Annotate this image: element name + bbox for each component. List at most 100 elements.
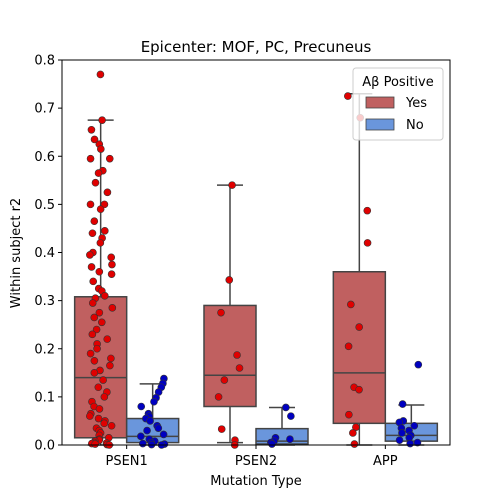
legend-label-no: No [406, 118, 424, 133]
legend-swatch-no [365, 118, 395, 131]
data-point [108, 304, 117, 312]
data-point [108, 260, 116, 269]
y-tick-label: 0.8 [34, 54, 55, 69]
data-point [214, 393, 223, 401]
data-point [90, 135, 99, 144]
data-point [100, 419, 108, 428]
data-point [355, 385, 363, 394]
data-point [88, 330, 97, 339]
data-point [99, 376, 107, 384]
y-tick-label: 0.2 [34, 342, 55, 357]
data-point [86, 349, 95, 358]
data-point [91, 440, 99, 448]
data-point [95, 308, 104, 317]
data-point [146, 417, 154, 425]
data-point [150, 397, 158, 406]
data-point [94, 383, 103, 392]
data-point [107, 421, 116, 430]
data-point [90, 313, 99, 322]
data-point [344, 92, 352, 100]
data-point [86, 251, 94, 259]
x-axis-label: Mutation Type [210, 474, 301, 489]
data-point [398, 400, 407, 408]
data-point [100, 227, 109, 235]
data-point [413, 438, 422, 447]
data-point [363, 206, 372, 215]
data-point [235, 364, 244, 372]
data-point [91, 178, 100, 187]
data-point [90, 217, 99, 226]
legend: Aβ Positive Yes No [352, 67, 444, 141]
data-point [398, 429, 406, 437]
legend-label-yes: Yes [405, 96, 427, 111]
data-point [350, 440, 359, 448]
data-point [96, 239, 105, 247]
data-point [220, 376, 229, 384]
plot-layer [73, 70, 439, 449]
data-point [107, 270, 116, 278]
data-point [105, 154, 114, 163]
data-point [106, 361, 114, 370]
data-point [96, 70, 105, 79]
x-tick-label: PSEN2 [235, 454, 277, 469]
data-point [88, 299, 97, 307]
data-point [88, 229, 97, 238]
data-point [90, 356, 99, 365]
data-point [395, 436, 404, 444]
data-point [90, 369, 99, 377]
data-point [103, 335, 112, 343]
data-point [228, 181, 236, 189]
data-point [414, 360, 423, 369]
data-point [95, 405, 104, 413]
data-point [94, 414, 103, 423]
data-point [355, 323, 363, 331]
legend-title: Aβ Positive [362, 75, 433, 90]
data-point [96, 205, 105, 213]
data-point [287, 412, 295, 420]
data-point [143, 426, 151, 435]
data-point [286, 435, 294, 444]
data-point [406, 439, 414, 448]
y-tick-label: 0.1 [34, 390, 55, 405]
y-tick-label: 0.3 [34, 294, 55, 309]
y-tick-label: 0.4 [34, 246, 55, 261]
chart-title: Epicenter: MOF, PC, Precuneus [141, 38, 372, 56]
data-point [225, 276, 234, 284]
data-point [92, 325, 101, 334]
points-psen2-yes [214, 181, 244, 449]
points-psen2-no [267, 403, 295, 448]
data-point [217, 425, 226, 433]
data-point [154, 424, 163, 432]
legend-swatch-yes [365, 96, 395, 109]
axis-layer: PSEN1 PSEN2 APP 0.0 0.1 0.2 0.3 0.4 0.5 0.6 0.7 0.8 [34, 54, 397, 470]
data-point [282, 403, 290, 412]
data-point [93, 344, 101, 353]
data-point [137, 432, 145, 441]
iqr-box [332, 271, 387, 425]
y-axis-label: Within subject r2 [9, 198, 24, 308]
y-tick-label: 0.7 [34, 102, 55, 117]
data-point [139, 439, 147, 448]
points-psen1-yes [86, 70, 117, 449]
data-point [86, 412, 94, 420]
data-point [87, 263, 96, 271]
data-point [100, 393, 109, 401]
data-point [233, 351, 241, 359]
data-point [89, 277, 98, 286]
y-tick-label: 0.0 [34, 439, 55, 454]
data-point [103, 188, 112, 197]
data-point [86, 200, 95, 209]
data-point [345, 410, 353, 419]
data-point [86, 154, 95, 163]
x-tick-label: PSEN1 [106, 454, 148, 469]
data-point [100, 292, 109, 300]
data-point [347, 300, 355, 309]
data-point [137, 402, 146, 411]
data-point [349, 429, 357, 437]
iqr-box [203, 304, 257, 408]
data-point [344, 342, 353, 351]
data-point [268, 440, 276, 448]
data-point [94, 169, 103, 177]
data-point [87, 125, 96, 134]
